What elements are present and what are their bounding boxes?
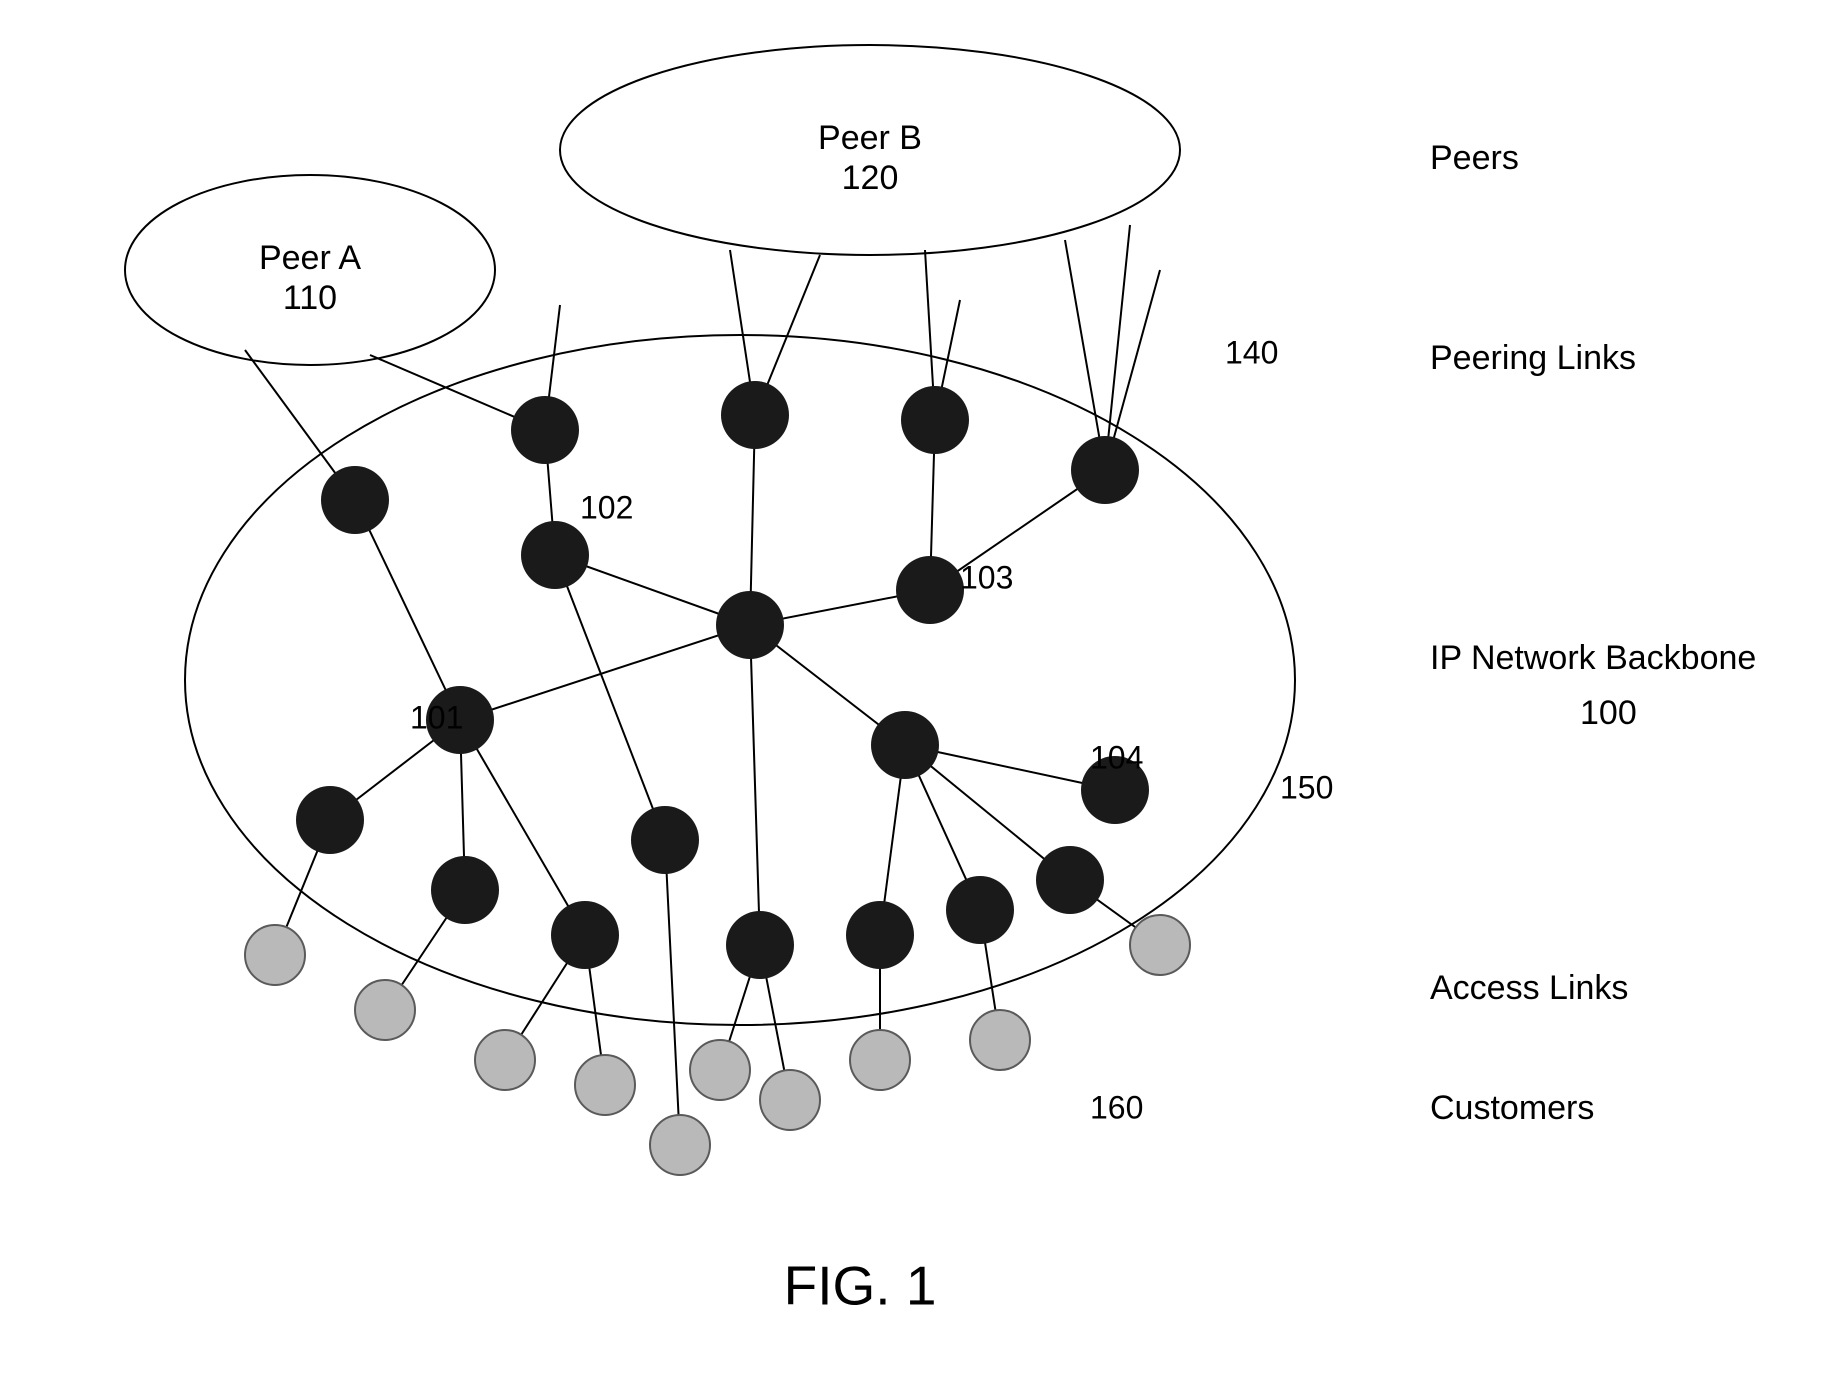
- peer-a-ref: 110: [283, 279, 337, 317]
- ref-n160: 160: [1090, 1089, 1143, 1125]
- customer-node: [970, 1010, 1030, 1070]
- customer-node: [850, 1030, 910, 1090]
- peer-b-ref: 120: [842, 159, 899, 197]
- right-label-backbone_line1: IP Network Backbone: [1430, 639, 1756, 677]
- backbone-node: [871, 711, 939, 779]
- peer-b-label: Peer B: [818, 119, 922, 157]
- backbone-node: [521, 521, 589, 589]
- customer-node: [690, 1040, 750, 1100]
- backbone-node: [1036, 846, 1104, 914]
- network-diagram-svg: Peer A110 Peer B120 Peers Peering Links IP N…: [0, 0, 1840, 1395]
- backbone-node: [896, 556, 964, 624]
- right-label-backbone_line2: 100: [1580, 694, 1637, 732]
- backbone-node: [721, 381, 789, 449]
- ellipse-layer: [125, 45, 1295, 1025]
- ref-n101: 101: [410, 699, 463, 735]
- backbone-node: [631, 806, 699, 874]
- ref-n103: 103: [960, 559, 1013, 595]
- backbone-node: [321, 466, 389, 534]
- backbone-node: [431, 856, 499, 924]
- right-label-access_links: Access Links: [1430, 969, 1628, 1007]
- customer-node: [245, 925, 305, 985]
- ref-n150: 150: [1280, 769, 1333, 805]
- ref-n104: 104: [1090, 739, 1143, 775]
- ref-n102: 102: [580, 489, 633, 525]
- customer-node: [575, 1055, 635, 1115]
- ref-n140: 140: [1225, 334, 1278, 370]
- customer-node: [760, 1070, 820, 1130]
- right-label-peering_links: Peering Links: [1430, 339, 1636, 377]
- customer-node: [355, 980, 415, 1040]
- customer-node: [650, 1115, 710, 1175]
- peer-a-label: Peer A: [259, 239, 361, 277]
- customer-node: [1130, 915, 1190, 975]
- backbone-node: [296, 786, 364, 854]
- backbone-node: [511, 396, 579, 464]
- backbone-node: [1071, 436, 1139, 504]
- backbone-node: [846, 901, 914, 969]
- backbone-node: [726, 911, 794, 979]
- backbone-node: [716, 591, 784, 659]
- right-label-customers: Customers: [1430, 1089, 1594, 1127]
- diagram-stage: Peer A110 Peer B120 Peers Peering Links IP N…: [0, 0, 1840, 1395]
- backbone-node: [901, 386, 969, 454]
- customer-node: [475, 1030, 535, 1090]
- backbone-node: [551, 901, 619, 969]
- backbone-node: [946, 876, 1014, 944]
- right-label-peers: Peers: [1430, 139, 1519, 177]
- figure-caption: FIG. 1: [784, 1255, 937, 1317]
